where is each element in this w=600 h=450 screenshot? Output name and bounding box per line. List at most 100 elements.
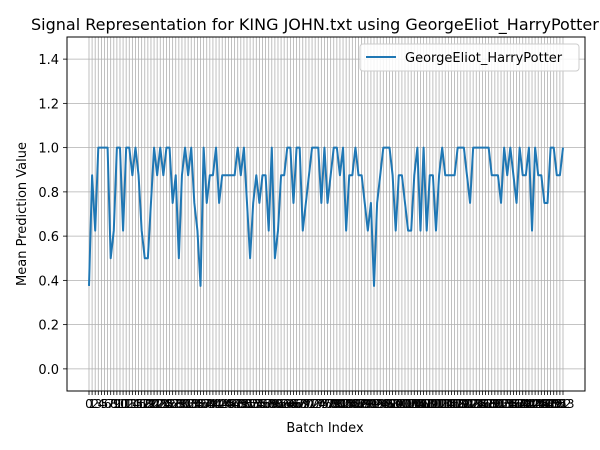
y-tick-label: 0.6: [38, 230, 59, 245]
x-tick-label: 126: [468, 397, 491, 411]
x-tick-label: 58: [261, 397, 276, 411]
x-tick-label: 12: [119, 397, 134, 411]
x-tick-label: 91: [363, 397, 378, 411]
x-tick-label: 109: [415, 397, 438, 411]
x-tick-label: 57: [258, 397, 273, 411]
x-tick-label: 15: [128, 397, 143, 411]
x-tick-label: 127: [471, 397, 494, 411]
x-tick-label: 32: [180, 397, 195, 411]
x-tick-label: 99: [388, 397, 403, 411]
x-tick-label: 130: [480, 397, 503, 411]
x-tick-label: 83: [338, 397, 353, 411]
x-tick-label: 121: [452, 397, 475, 411]
x-tick-label: 131: [483, 397, 506, 411]
x-tick-label: 36: [193, 397, 208, 411]
x-tick-label: 128: [474, 397, 497, 411]
x-tick-label: 40: [205, 397, 220, 411]
legend-box: [359, 43, 580, 72]
x-tick-label: 51: [239, 397, 254, 411]
x-tick-label: 41: [208, 397, 223, 411]
x-tick-label: 68: [292, 397, 307, 411]
x-tick-label: 49: [233, 397, 248, 411]
x-tick-label: 21: [146, 397, 161, 411]
x-tick-label: 102: [394, 397, 417, 411]
x-tick-label: 31: [177, 397, 192, 411]
x-tick-label: 112: [425, 397, 448, 411]
y-tick-label: 1.0: [38, 142, 59, 157]
x-tick-label: 18: [137, 397, 152, 411]
x-tick-label: 152: [548, 397, 571, 411]
x-tick-label: 153: [552, 397, 575, 411]
x-axis-ticks: 0123456789101112131415161718192021222324…: [85, 391, 574, 411]
y-tick-label: 0.0: [38, 363, 59, 378]
x-tick-label: 111: [421, 397, 444, 411]
x-tick-label: 132: [486, 397, 509, 411]
x-tick-label: 103: [397, 397, 420, 411]
x-tick-label: 86: [348, 397, 363, 411]
x-tick-label: 138: [505, 397, 528, 411]
x-tick-label: 150: [542, 397, 565, 411]
x-tick-label: 16: [131, 397, 146, 411]
x-tick-label: 66: [286, 397, 301, 411]
x-tick-label: 151: [545, 397, 568, 411]
x-tick-label: 123: [459, 397, 482, 411]
y-tick-label: 0.2: [38, 319, 59, 334]
x-tick-label: 50: [236, 397, 251, 411]
x-tick-label: 92: [366, 397, 381, 411]
x-tick-label: 94: [373, 397, 388, 411]
x-tick-label: 146: [530, 397, 553, 411]
x-tick-label: 147: [533, 397, 556, 411]
y-axis-ticks: 0.0 0.2 0.4 0.6 0.8 1.0 1.2 1.4: [38, 53, 67, 378]
x-tick-label: 75: [314, 397, 329, 411]
x-tick-label: 44: [218, 397, 233, 411]
x-tick-label: 4: [98, 397, 106, 411]
x-tick-label: 143: [521, 397, 544, 411]
x-tick-label: 100: [387, 397, 410, 411]
x-tick-label: 108: [412, 397, 435, 411]
x-tick-label: 24: [156, 397, 171, 411]
x-tick-label: 7: [107, 397, 115, 411]
x-tick-label: 140: [511, 397, 534, 411]
chart-title: Signal Representation for KING JOHN.txt …: [31, 15, 599, 35]
x-tick-label: 59: [264, 397, 279, 411]
x-tick-label: 105: [403, 397, 426, 411]
x-tick-label: 114: [431, 397, 454, 411]
x-tick-label: 69: [295, 397, 310, 411]
x-tick-label: 6: [104, 397, 112, 411]
x-tick-label: 11: [115, 397, 130, 411]
x-tick-label: 46: [224, 397, 239, 411]
x-tick-label: 119: [446, 397, 469, 411]
x-tick-label: 135: [496, 397, 519, 411]
x-tick-label: 10: [112, 397, 127, 411]
x-tick-label: 60: [267, 397, 282, 411]
x-tick-label: 62: [273, 397, 288, 411]
x-tick-label: 37: [196, 397, 211, 411]
x-tick-label: 101: [390, 397, 413, 411]
x-tick-label: 116: [437, 397, 460, 411]
x-tick-label: 79: [326, 397, 341, 411]
x-tick-label: 47: [227, 397, 242, 411]
x-tick-label: 82: [335, 397, 350, 411]
x-tick-label: 27: [165, 397, 180, 411]
x-tick-label: 129: [477, 397, 500, 411]
x-tick-label: 19: [140, 397, 155, 411]
x-tick-label: 5: [101, 397, 109, 411]
x-tick-label: 3: [94, 397, 102, 411]
x-tick-label: 76: [317, 397, 332, 411]
y-tick-label: 0.8: [38, 186, 59, 201]
x-tick-label: 53: [246, 397, 261, 411]
x-tick-label: 14: [125, 397, 140, 411]
x-tick-label: 118: [443, 397, 466, 411]
series-layer: [88, 146, 564, 287]
x-tick-label: 97: [382, 397, 397, 411]
legend: GeorgeEliot_HarryPotter: [359, 43, 580, 72]
x-tick-label: 52: [242, 397, 257, 411]
x-tick-label: 72: [304, 397, 319, 411]
x-tick-label: 71: [301, 397, 316, 411]
x-tick-label: 1: [88, 397, 96, 411]
x-tick-label: 104: [400, 397, 423, 411]
x-tick-label: 84: [342, 397, 357, 411]
x-tick-label: 110: [418, 397, 441, 411]
x-tick-label: 137: [502, 397, 525, 411]
x-tick-label: 17: [134, 397, 149, 411]
